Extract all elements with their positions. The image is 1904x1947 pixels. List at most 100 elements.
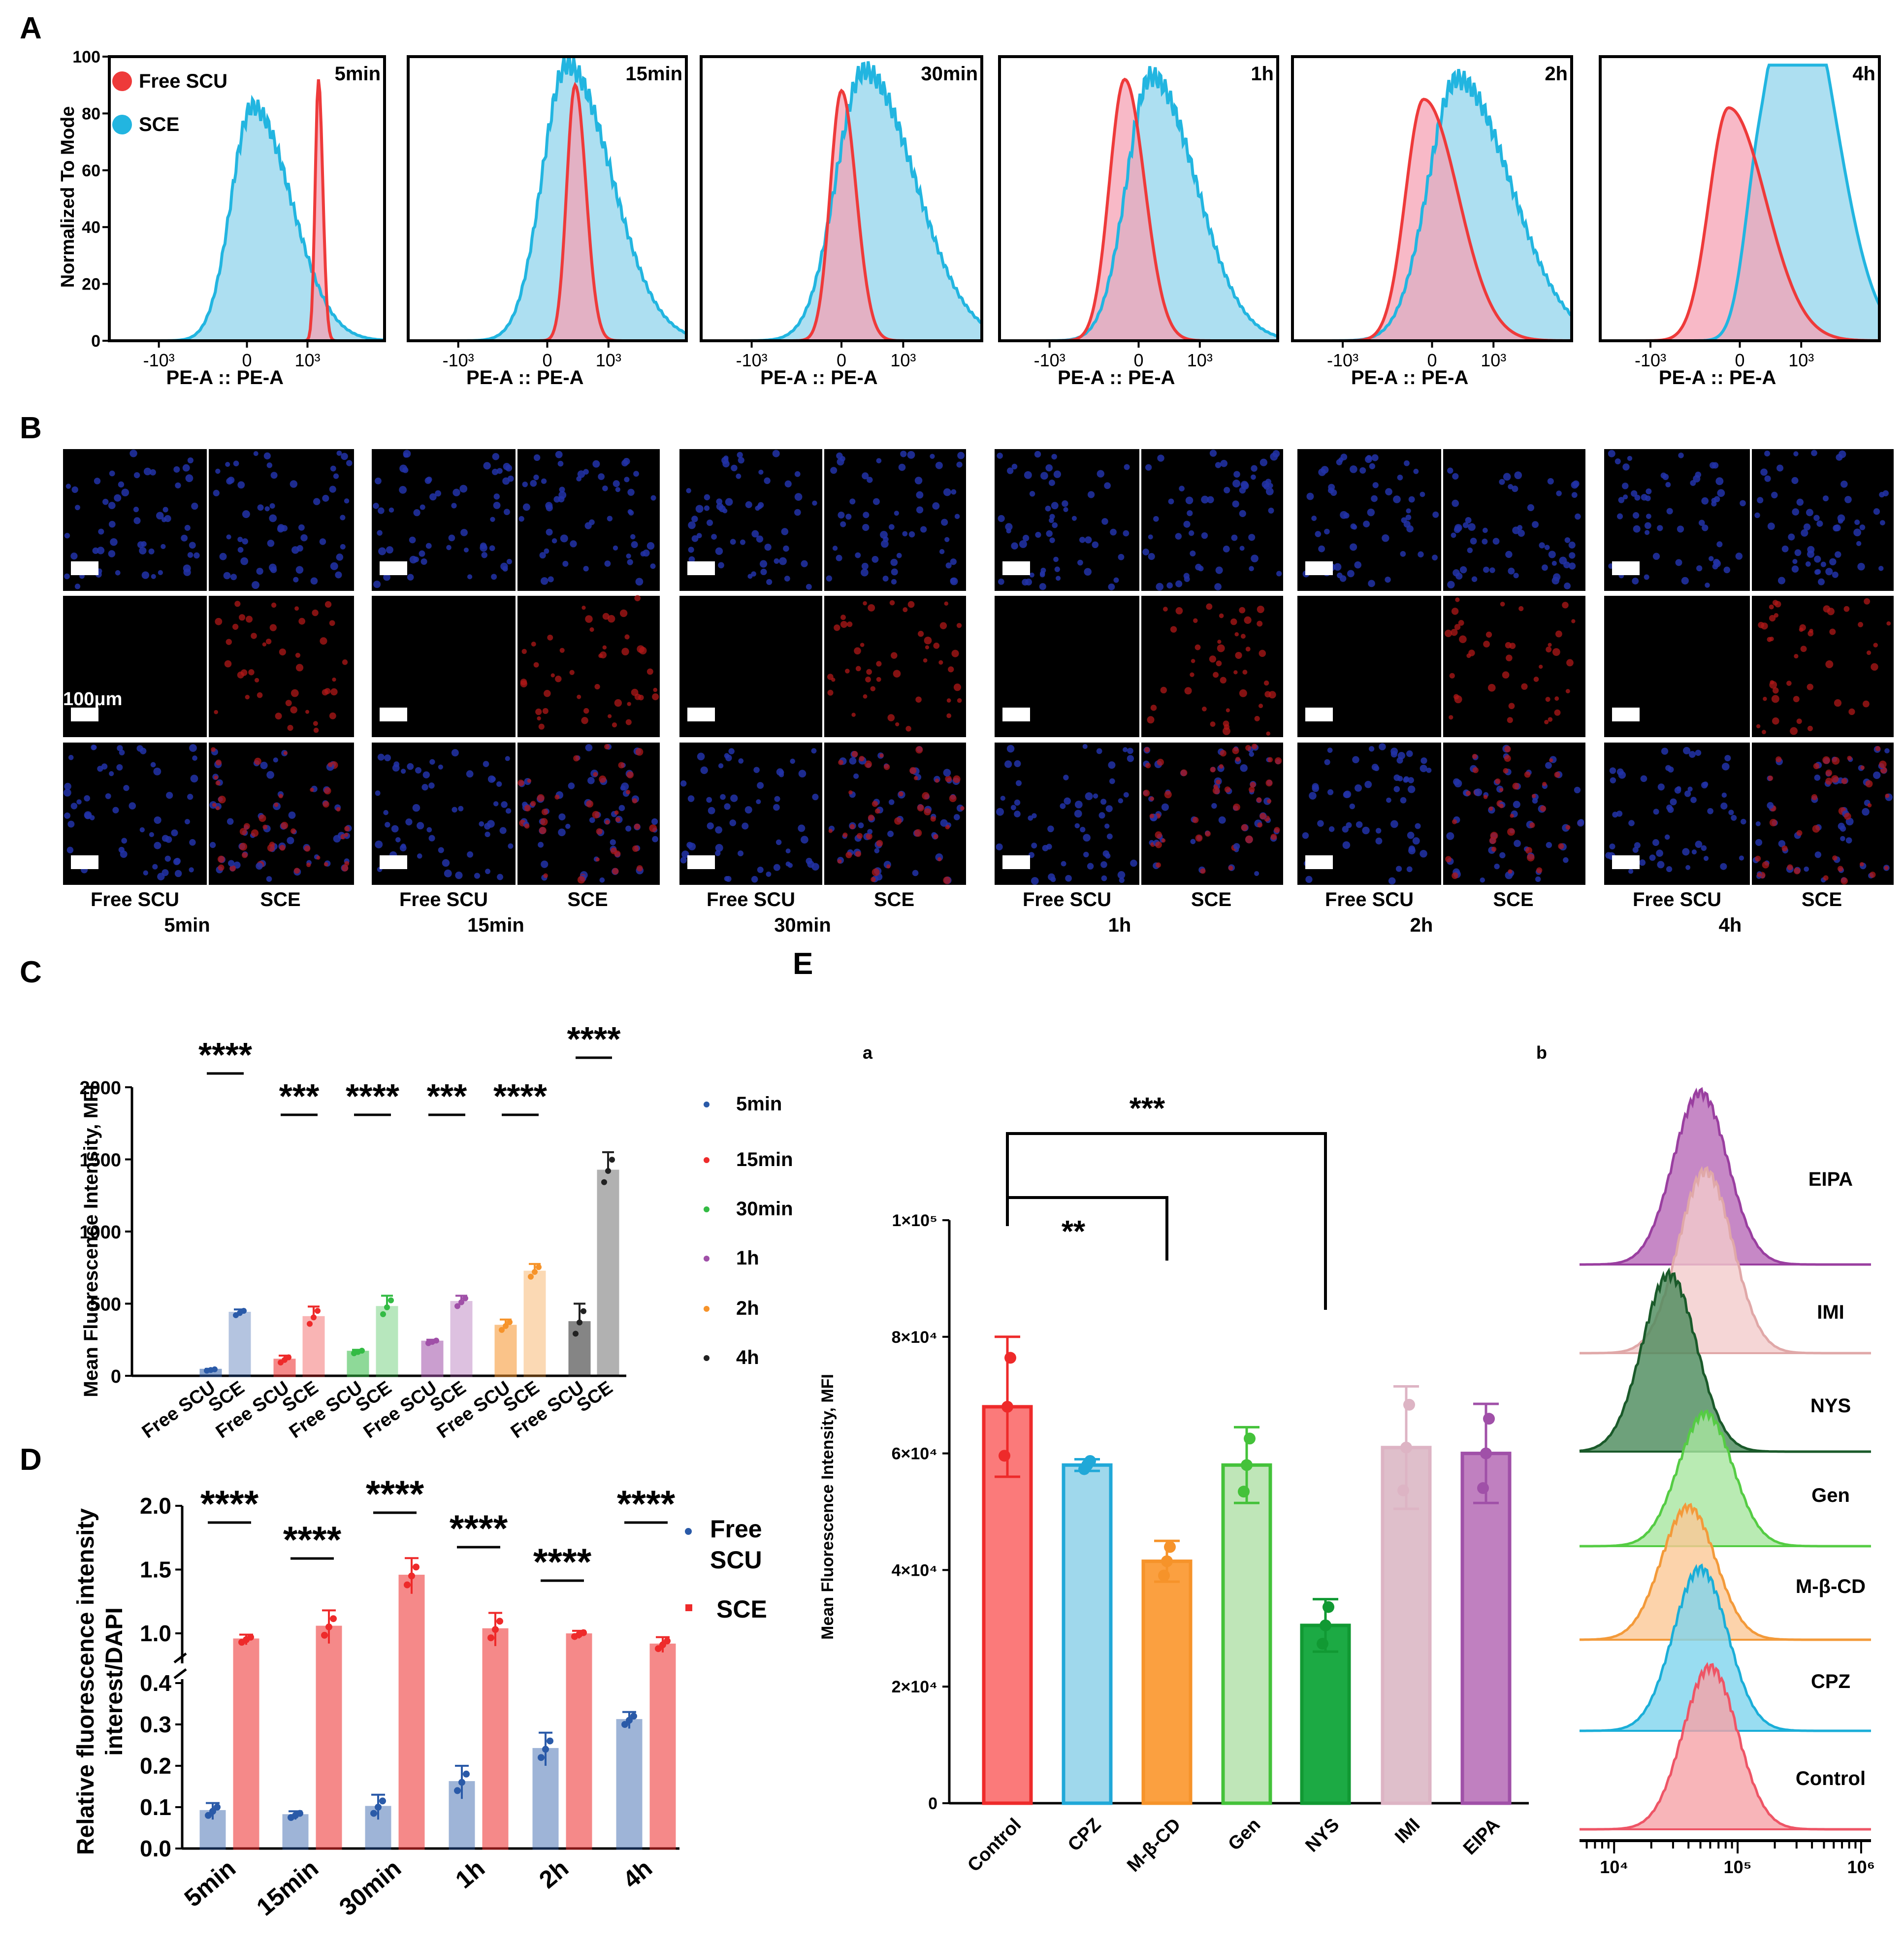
sce-signal-dot (956, 623, 962, 628)
sce-signal-dot (1233, 670, 1238, 675)
nucleus-dot (1794, 549, 1802, 556)
sce-signal-dot (279, 648, 286, 656)
nucleus-dot (1218, 816, 1226, 824)
nucleus-dot (1788, 533, 1795, 541)
nucleus-dot (1840, 836, 1845, 842)
nucleus-dot (891, 579, 897, 585)
panel-label-ea: a (863, 1042, 873, 1063)
sce-signal-dot (1472, 753, 1478, 759)
nucleus-dot (1011, 463, 1018, 470)
sce-signal-dot (1886, 621, 1891, 626)
nucleus-dot (861, 562, 869, 570)
sce-signal-dot (251, 633, 257, 639)
sce-signal-dot (1254, 715, 1260, 721)
sce-signal-dot (828, 829, 833, 833)
sce-signal-dot (239, 843, 248, 851)
nucleus-dot (1019, 540, 1027, 548)
nucleus-dot (1364, 780, 1372, 788)
nucleus-dot (1368, 746, 1375, 752)
sce-signal-dot (1265, 779, 1273, 787)
sce-signal-dot (1259, 649, 1266, 657)
nucleus-dot (426, 827, 432, 833)
nucleus-dot (257, 504, 264, 511)
scale-bar (687, 561, 715, 575)
nucleus-dot (729, 819, 737, 826)
bar-5min-SCE (233, 1638, 259, 1850)
nucleus-dot (74, 584, 81, 589)
nucleus-dot (1701, 781, 1708, 789)
nucleus-dot (1004, 760, 1012, 768)
label-sce: SCE (874, 889, 914, 910)
nucleus-dot (1333, 563, 1342, 571)
sce-signal-dot (1762, 861, 1770, 869)
x-tick-label: 10⁵ (1724, 1857, 1752, 1877)
nucleus-dot (1685, 865, 1691, 870)
sce-signal-dot (1772, 717, 1779, 725)
nucleus-dot (1684, 790, 1691, 797)
sce-signal-dot (215, 806, 220, 811)
nucleus-dot (451, 749, 459, 757)
sce-signal-dot (1212, 787, 1220, 795)
data-point (1158, 1569, 1170, 1582)
sce-signal-dot (1539, 664, 1543, 669)
sce-signal-dot (949, 794, 957, 802)
nucleus-dot (941, 519, 948, 526)
nucleus-dot (505, 756, 510, 761)
nucleus-dot (1689, 751, 1696, 758)
nucleus-dot (1514, 840, 1521, 847)
nucleus-dot (1853, 528, 1862, 537)
nucleus-dot (1568, 541, 1576, 549)
nucleus-dot (589, 519, 595, 525)
y-tick-label: 2.0 (140, 1493, 171, 1519)
sce-signal-dot (607, 615, 615, 623)
sce-histogram-fill (1600, 65, 1879, 341)
significance-stars: **** (533, 1541, 592, 1583)
sce-signal-dot (1495, 778, 1501, 784)
microscopy-image-tile (1141, 449, 1283, 591)
nucleus-dot (1175, 580, 1183, 587)
sce-signal-dot (1485, 631, 1492, 638)
bar-4h-SCE (649, 1643, 676, 1850)
sce-signal-dot (344, 861, 350, 866)
sce-signal-dot (1807, 725, 1813, 731)
data-point (241, 1308, 247, 1314)
nucleus-dot (1832, 571, 1839, 578)
sce-signal-dot (1489, 837, 1497, 844)
sce-signal-dot (1223, 727, 1230, 735)
nucleus-dot (1403, 776, 1410, 782)
sce-signal-dot (1219, 613, 1224, 618)
data-point (247, 1633, 254, 1641)
significance-stars: **** (283, 1519, 342, 1561)
sce-signal-dot (615, 817, 620, 822)
nucleus-dot (105, 793, 111, 799)
nucleus-dot (557, 460, 564, 467)
nucleus-dot (627, 488, 635, 496)
data-point (1480, 1447, 1492, 1460)
nucleus-dot (1608, 450, 1615, 457)
sce-signal-dot (226, 639, 232, 645)
sce-signal-dot (212, 803, 217, 807)
data-point (601, 1179, 607, 1185)
nucleus-dot (1503, 473, 1511, 481)
data-point (1320, 1619, 1331, 1631)
nucleus-dot (1622, 483, 1629, 489)
nucleus-dot (565, 823, 571, 829)
microscopy-image-tile (824, 743, 966, 885)
nucleus-dot (1224, 487, 1230, 493)
nucleus-dot (1880, 520, 1885, 525)
nucleus-dot (184, 524, 191, 531)
sce-signal-dot (1202, 706, 1207, 712)
sce-signal-dot (240, 669, 248, 676)
nucleus-dot (1063, 775, 1069, 780)
scale-bar (380, 855, 407, 869)
nucleus-dot (136, 745, 143, 752)
x-tick-label: 10³ (1187, 350, 1213, 370)
nucleus-dot (1085, 536, 1092, 544)
label-sce: SCE (260, 889, 300, 910)
nucleus-dot (1508, 567, 1515, 575)
nucleus-dot (1453, 778, 1460, 785)
y-tick-label: 0 (91, 332, 100, 351)
sce-signal-dot (614, 699, 622, 707)
nucleus-dot (624, 477, 630, 483)
data-point (413, 1563, 420, 1571)
